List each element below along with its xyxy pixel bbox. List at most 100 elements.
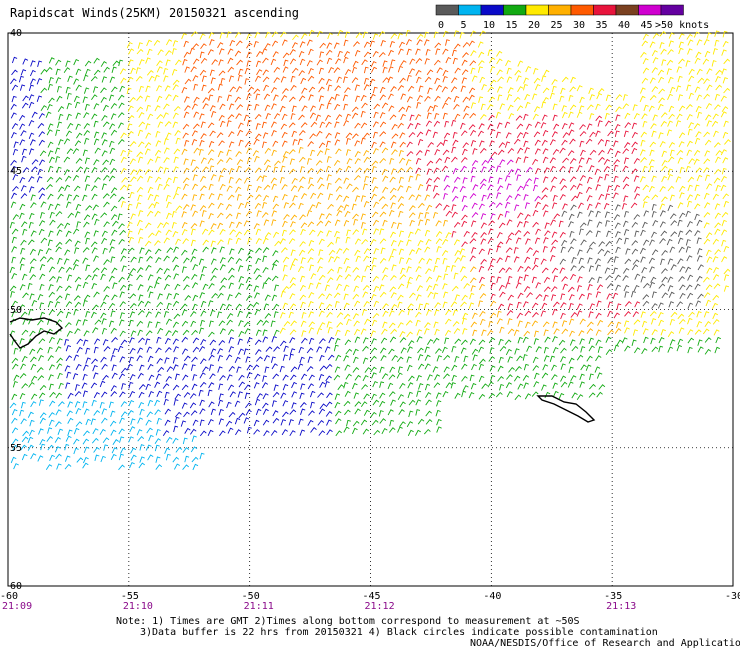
- wind-barb: [595, 264, 601, 271]
- wind-barb: [190, 320, 197, 327]
- wind-barb: [335, 329, 341, 337]
- wind-barb: [85, 237, 91, 245]
- wind-barb: [271, 363, 278, 370]
- wind-barb: [91, 358, 98, 364]
- wind-barb: [55, 346, 62, 353]
- wind-barb: [445, 56, 452, 64]
- wind-barb: [181, 222, 188, 229]
- wind-barb: [451, 374, 457, 382]
- wind-barb: [118, 196, 125, 203]
- wind-barb: [352, 267, 359, 273]
- wind-barb: [534, 372, 540, 380]
- wind-barb: [83, 87, 90, 94]
- wind-barb: [370, 330, 377, 337]
- wind-barb: [472, 354, 478, 361]
- wind-barb: [526, 345, 532, 352]
- wind-barb: [399, 157, 406, 164]
- wind-barb: [209, 105, 216, 112]
- wind-barb: [282, 411, 289, 418]
- wind-barb: [10, 165, 17, 173]
- wind-barb: [191, 273, 198, 280]
- wind-barb: [364, 175, 370, 183]
- wind-barb: [425, 309, 432, 316]
- wind-barb: [544, 230, 551, 237]
- wind-barb: [451, 146, 457, 154]
- wind-barb: [200, 300, 207, 308]
- wind-barb: [461, 375, 468, 382]
- wind-barb: [246, 147, 253, 154]
- wind-barb: [290, 366, 298, 373]
- wind-barb: [642, 294, 650, 300]
- wind-barb: [57, 372, 63, 380]
- wind-barb: [307, 141, 314, 147]
- wind-barb: [307, 356, 313, 363]
- wind-barb: [238, 320, 244, 327]
- wind-barb: [20, 363, 27, 370]
- wind-barb: [235, 151, 242, 157]
- wind-barb: [226, 120, 232, 127]
- wind-barb: [219, 303, 226, 310]
- wind-barb: [228, 103, 235, 110]
- wind-barb: [324, 346, 331, 353]
- wind-barb: [138, 337, 145, 343]
- wind-barb: [102, 159, 109, 166]
- wind-barb: [91, 94, 98, 101]
- wind-barb: [282, 302, 289, 309]
- wind-barb: [640, 229, 646, 236]
- wind-barb: [301, 33, 308, 40]
- wind-barb: [552, 308, 558, 316]
- wind-barb: [460, 165, 467, 172]
- wind-barb: [101, 391, 108, 398]
- wind-barb: [442, 149, 450, 156]
- wind-barb: [85, 311, 91, 318]
- wind-barb: [478, 375, 485, 382]
- wind-barb: [499, 159, 506, 166]
- wind-barb: [400, 113, 406, 121]
- wind-barb: [337, 384, 344, 391]
- wind-barb: [253, 138, 260, 145]
- wind-barb: [318, 374, 325, 381]
- wind-barb: [173, 425, 179, 433]
- wind-barb: [337, 205, 344, 211]
- wind-barb: [157, 166, 164, 173]
- wind-barb: [641, 77, 649, 84]
- wind-barb: [433, 31, 439, 39]
- wind-barb: [607, 329, 615, 336]
- wind-barb: [418, 363, 425, 370]
- wind-barb: [460, 275, 468, 282]
- wind-barb: [550, 219, 557, 226]
- wind-barb: [46, 176, 54, 183]
- wind-barb: [120, 401, 128, 407]
- wind-barb: [408, 340, 415, 347]
- wind-barb: [209, 309, 216, 317]
- wind-barb: [353, 392, 359, 399]
- wind-barb: [65, 311, 72, 319]
- wind-barb: [433, 337, 440, 344]
- wind-barb: [712, 113, 719, 120]
- wind-barb: [406, 281, 412, 289]
- wind-barb: [139, 364, 145, 371]
- wind-barb: [623, 130, 629, 138]
- wind-barb: [306, 39, 313, 46]
- wind-barb: [378, 410, 384, 417]
- wind-barb: [101, 132, 107, 139]
- wind-barb: [687, 337, 695, 344]
- wind-barb: [425, 391, 432, 398]
- wind-barb: [607, 147, 614, 155]
- wind-barb: [470, 383, 477, 390]
- wind-barb: [243, 348, 249, 355]
- wind-barb: [137, 129, 144, 137]
- wind-barb: [522, 131, 529, 139]
- wind-barb: [397, 185, 404, 192]
- wind-barb: [48, 291, 56, 298]
- wind-barb: [675, 120, 682, 127]
- wind-barb: [433, 292, 439, 299]
- note-line-3: NOAA/NESDIS/Office of Research and Appli…: [470, 638, 740, 649]
- wind-barb: [112, 439, 119, 445]
- wind-barb: [640, 276, 646, 283]
- wind-barb: [397, 65, 404, 73]
- wind-barb: [102, 437, 110, 444]
- wind-barb: [39, 212, 45, 219]
- wind-barb: [722, 193, 729, 200]
- wind-barb: [639, 87, 646, 94]
